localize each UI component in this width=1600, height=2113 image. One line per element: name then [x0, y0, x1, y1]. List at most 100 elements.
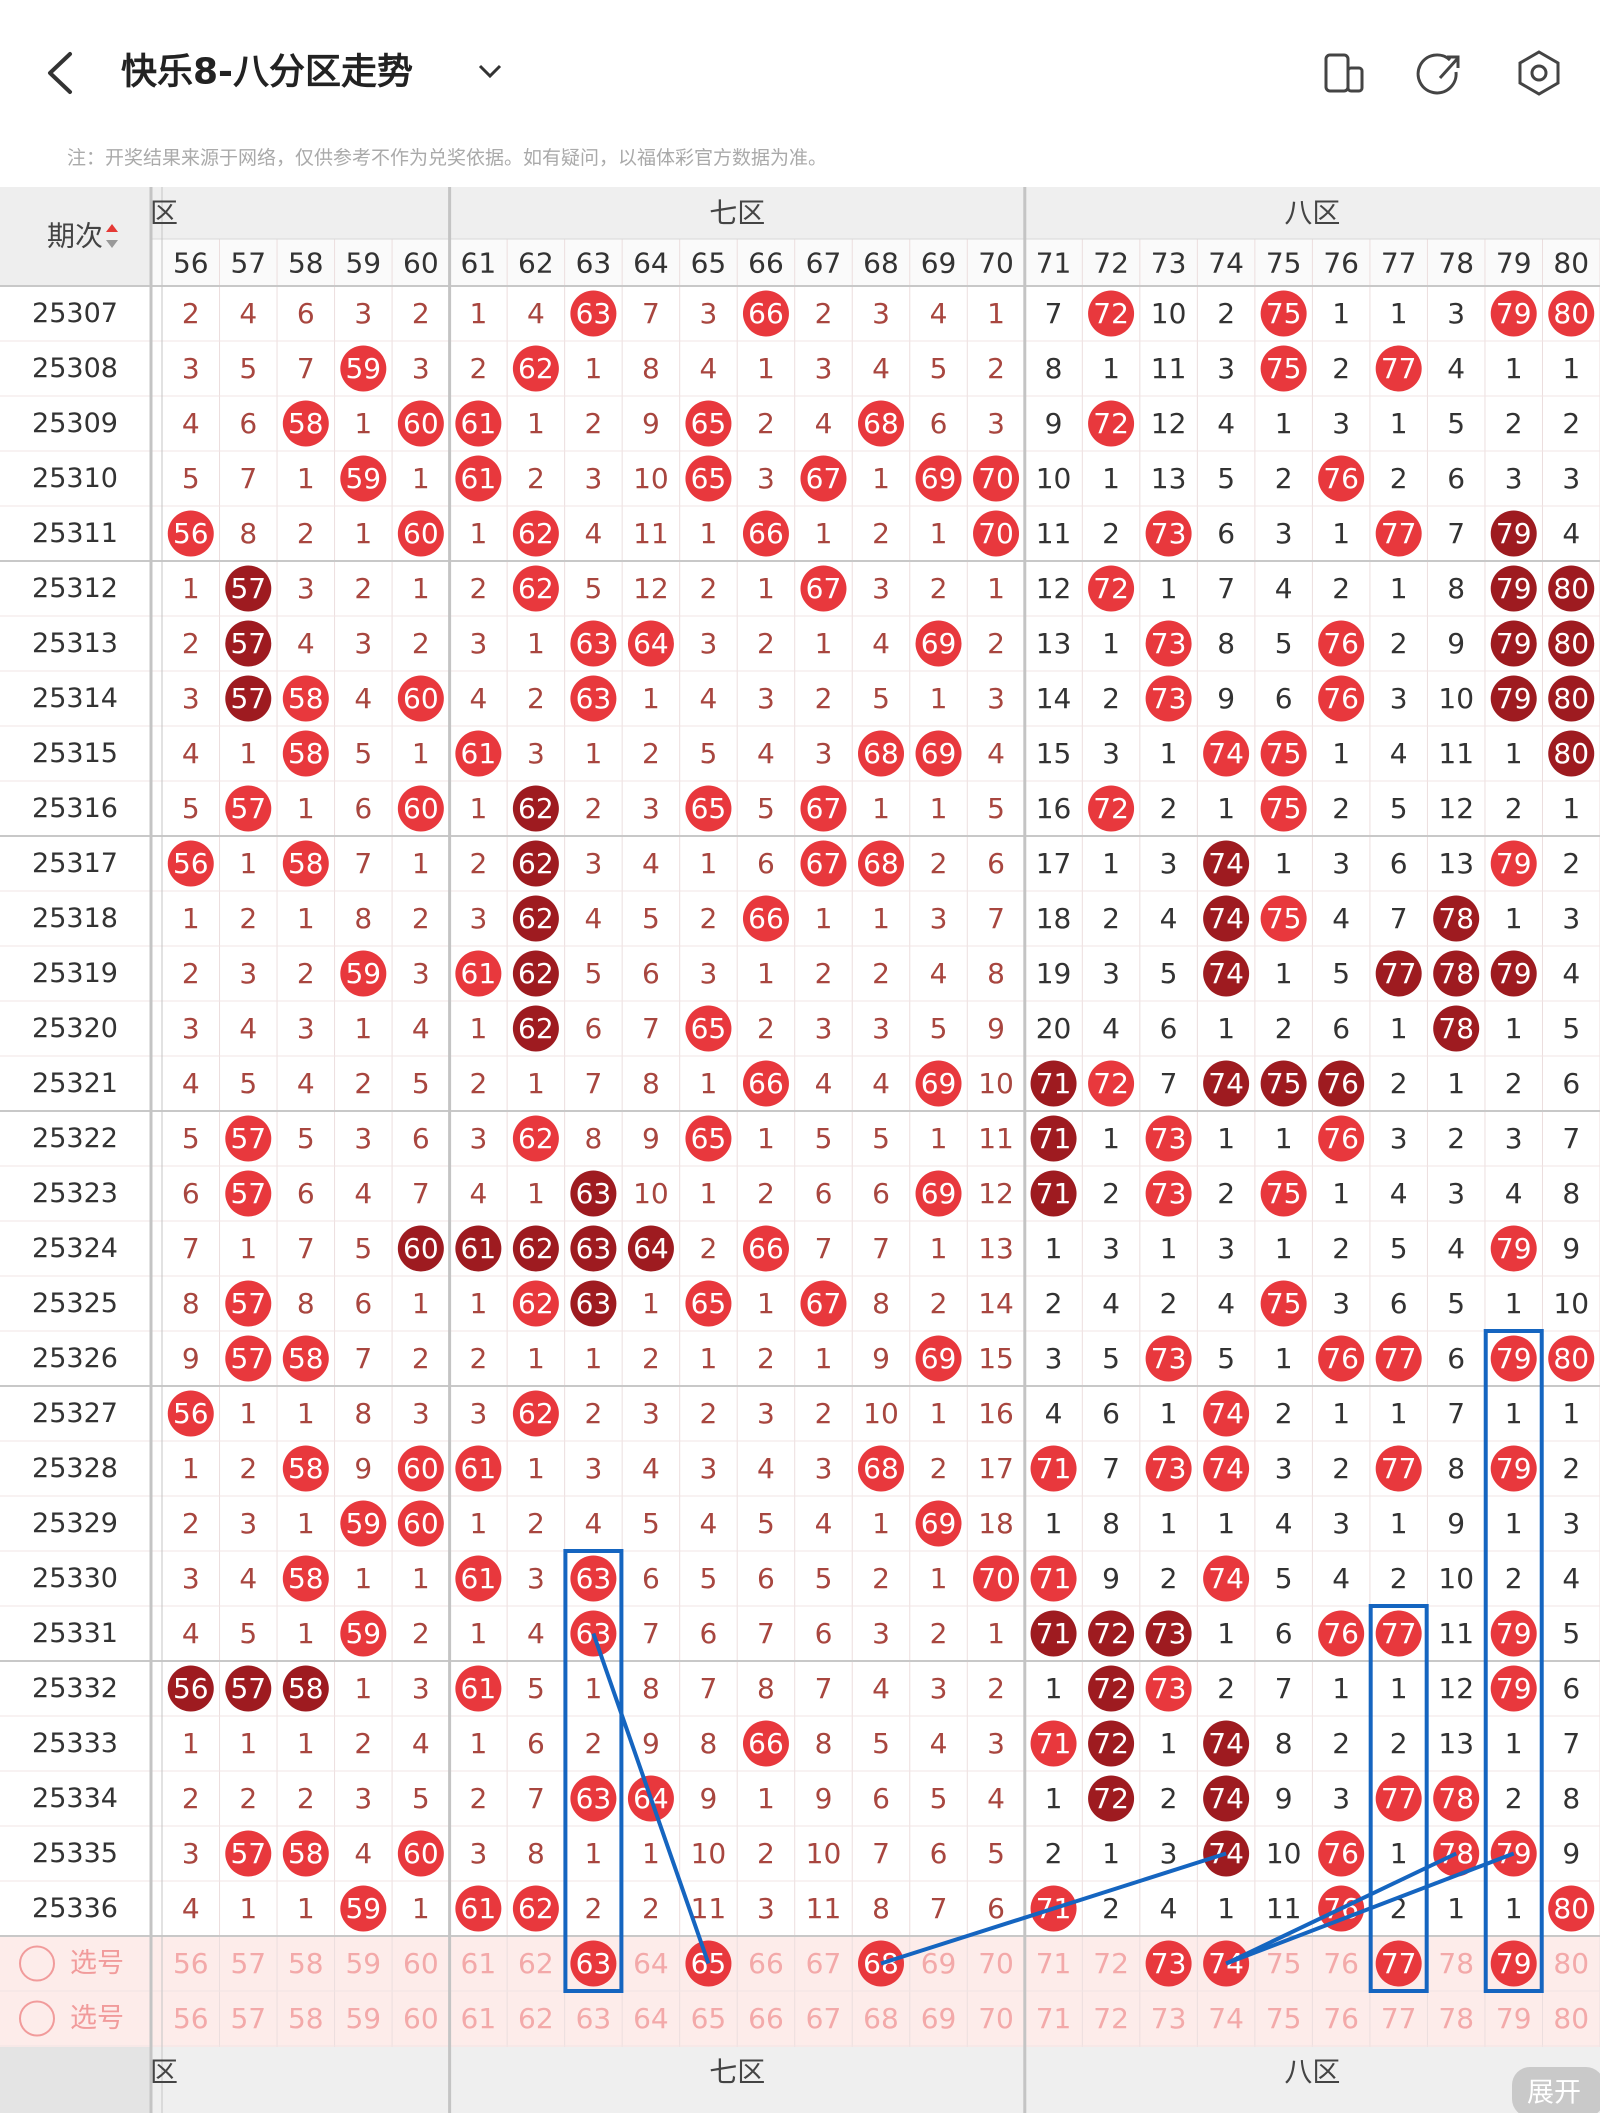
- select-toggle[interactable]: [19, 2000, 55, 2037]
- select-number[interactable]: 57: [230, 2002, 266, 2035]
- title-dropdown[interactable]: [478, 64, 502, 79]
- select-toggle[interactable]: [19, 1945, 55, 1982]
- issue-number: 25330: [32, 1563, 118, 1594]
- miss-count: 1: [469, 792, 487, 825]
- picked-ball[interactable]: [1490, 1940, 1537, 1987]
- back-button[interactable]: [48, 52, 72, 94]
- miss-count: 2: [297, 517, 315, 550]
- miss-count: 4: [297, 1067, 315, 1100]
- miss-count: 11: [978, 1122, 1014, 1155]
- miss-count: 5: [872, 682, 890, 715]
- select-number[interactable]: 62: [518, 1947, 554, 1980]
- miss-count: 2: [1217, 297, 1235, 330]
- hit-number: 73: [1151, 1672, 1187, 1705]
- select-number[interactable]: 69: [921, 2002, 957, 2035]
- sort-up[interactable]: [106, 224, 118, 232]
- miss-count: 2: [872, 517, 890, 550]
- miss-count: 10: [1438, 1562, 1474, 1595]
- miss-count: 5: [1217, 462, 1235, 495]
- miss-count: 6: [354, 792, 372, 825]
- hit-ball: [167, 1665, 214, 1712]
- sort-down[interactable]: [106, 240, 118, 248]
- hit-ball: [1548, 1885, 1595, 1932]
- issue-number: 25319: [32, 958, 118, 989]
- select-number[interactable]: 61: [461, 1947, 497, 1980]
- miss-count: 5: [930, 1782, 948, 1815]
- issue-header[interactable]: 期次: [47, 220, 103, 253]
- select-label[interactable]: 选号: [70, 1948, 124, 1979]
- select-number[interactable]: 77: [1381, 2002, 1417, 2035]
- select-number[interactable]: 70: [978, 2002, 1014, 2035]
- select-number[interactable]: 78: [1438, 2002, 1474, 2035]
- hit-ball: [1203, 840, 1250, 887]
- select-number[interactable]: 63: [576, 1947, 612, 1980]
- select-number[interactable]: 67: [806, 1947, 842, 1980]
- share-icon[interactable]: [1416, 53, 1460, 95]
- select-number[interactable]: 56: [173, 1947, 209, 1980]
- select-number[interactable]: 76: [1323, 1947, 1359, 1980]
- select-number[interactable]: 61: [461, 2002, 497, 2035]
- select-number[interactable]: 78: [1438, 1947, 1474, 1980]
- miss-count: 9: [1217, 682, 1235, 715]
- miss-count: 9: [987, 1012, 1005, 1045]
- miss-count: 2: [1390, 462, 1408, 495]
- miss-count: 2: [700, 902, 718, 935]
- miss-count: 1: [1562, 352, 1580, 385]
- hit-number: 70: [978, 517, 1014, 550]
- select-number[interactable]: 62: [518, 2002, 554, 2035]
- picked-ball[interactable]: [570, 1940, 617, 1987]
- select-number[interactable]: 71: [1036, 1947, 1072, 1980]
- select-number[interactable]: 73: [1151, 2002, 1187, 2035]
- hit-number: 62: [518, 517, 554, 550]
- select-number[interactable]: 57: [230, 1947, 266, 1980]
- select-number[interactable]: 60: [403, 2002, 439, 2035]
- picked-ball[interactable]: [1375, 1940, 1422, 1987]
- layout-icon[interactable]: [1324, 53, 1364, 93]
- select-number[interactable]: 72: [1093, 1947, 1129, 1980]
- select-number[interactable]: 79: [1496, 2002, 1532, 2035]
- select-number[interactable]: 74: [1208, 2002, 1244, 2035]
- expand-label[interactable]: 展开: [1527, 2078, 1581, 2109]
- select-number[interactable]: 58: [288, 2002, 324, 2035]
- select-number[interactable]: 70: [978, 1947, 1014, 1980]
- expand-button[interactable]: [1512, 2067, 1600, 2113]
- issue-number: 25325: [32, 1288, 118, 1319]
- select-number[interactable]: 64: [633, 2002, 669, 2035]
- hit-number: 74: [1208, 847, 1244, 880]
- select-number[interactable]: 72: [1093, 2002, 1129, 2035]
- select-number[interactable]: 71: [1036, 2002, 1072, 2035]
- select-number[interactable]: 59: [345, 2002, 381, 2035]
- miss-count: 7: [412, 1177, 430, 1210]
- select-number[interactable]: 67: [806, 2002, 842, 2035]
- select-label[interactable]: 选号: [70, 2003, 124, 2034]
- select-number[interactable]: 63: [576, 2002, 612, 2035]
- select-number[interactable]: 80: [1553, 1947, 1589, 1980]
- select-number[interactable]: 59: [345, 1947, 381, 1980]
- select-number[interactable]: 68: [863, 2002, 899, 2035]
- select-number[interactable]: 77: [1381, 1947, 1417, 1980]
- select-number[interactable]: 73: [1151, 1947, 1187, 1980]
- miss-count: 9: [1102, 1562, 1120, 1595]
- settings-icon[interactable]: [1518, 50, 1560, 96]
- hit-ball: [1260, 1280, 1307, 1327]
- miss-count: 13: [1036, 627, 1072, 660]
- select-number[interactable]: 60: [403, 1947, 439, 1980]
- select-number[interactable]: 66: [748, 1947, 784, 1980]
- select-number[interactable]: 69: [921, 1947, 957, 1980]
- select-number[interactable]: 65: [691, 2002, 727, 2035]
- select-number[interactable]: 75: [1266, 2002, 1302, 2035]
- select-number[interactable]: 79: [1496, 1947, 1532, 1980]
- hit-number: 58: [288, 737, 324, 770]
- select-number[interactable]: 58: [288, 1947, 324, 1980]
- select-number[interactable]: 64: [633, 1947, 669, 1980]
- select-number[interactable]: 76: [1323, 2002, 1359, 2035]
- hit-number: 58: [288, 1672, 324, 1705]
- select-number[interactable]: 66: [748, 2002, 784, 2035]
- footer-left: [0, 2047, 151, 2113]
- hit-ball: [1375, 510, 1422, 557]
- picked-ball[interactable]: [1145, 1940, 1192, 1987]
- select-number[interactable]: 75: [1266, 1947, 1302, 1980]
- select-number[interactable]: 56: [173, 2002, 209, 2035]
- miss-count: 4: [354, 682, 372, 715]
- select-number[interactable]: 80: [1553, 2002, 1589, 2035]
